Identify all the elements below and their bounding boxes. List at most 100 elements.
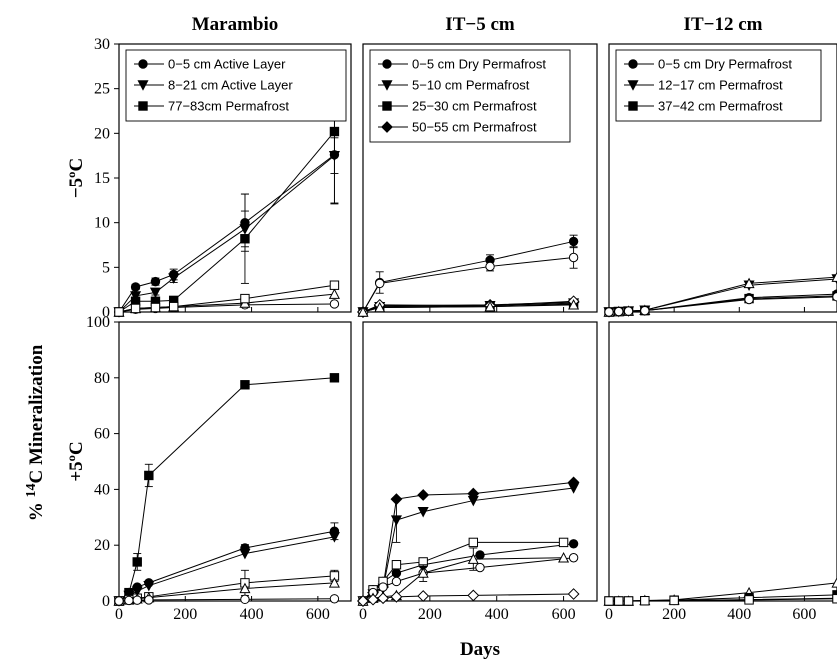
y-axis-label: % 14C Mineralization: [24, 344, 48, 521]
data-point: [367, 593, 379, 606]
data-point: [558, 551, 570, 563]
data-point: [374, 301, 386, 313]
y-tick-label: 25: [94, 81, 110, 98]
data-point: [832, 594, 837, 604]
series-5: [604, 292, 837, 317]
data-point: [329, 299, 340, 309]
data-point: [239, 548, 251, 560]
x-tick-label: 600: [552, 606, 576, 623]
data-point: [329, 126, 340, 137]
series-line: [362, 300, 574, 313]
legend: 0−5 cm Dry Permafrost 5−10 cm Permafrost 2…: [369, 49, 571, 143]
y-tick-label: 20: [94, 537, 110, 554]
data-point: [391, 576, 402, 587]
row-label: +5ºC: [66, 441, 87, 481]
data-point: [417, 507, 429, 518]
data-point: [130, 282, 141, 292]
data-point: [831, 271, 837, 282]
data-point: [744, 595, 754, 605]
plot-frame: [608, 321, 837, 602]
data-point: [328, 577, 340, 588]
x-tick-label: 0: [115, 606, 123, 623]
data-point: [568, 252, 579, 263]
data-point: [744, 294, 754, 305]
y-tick-label: 0: [102, 593, 110, 610]
legend-label: 37−42 cm Permafrost: [658, 99, 783, 114]
data-point: [417, 590, 430, 602]
data-point: [614, 596, 624, 606]
x-tick-label: 0: [605, 606, 613, 623]
legend-label: 8−21 cm Active Layer: [168, 78, 293, 93]
data-point: [150, 302, 161, 313]
panel-4: 0 200 400 600 0 20 40 60 80 100 +5ºC: [66, 314, 352, 623]
series-line: [118, 536, 335, 602]
series-4: [603, 271, 837, 317]
legend-marker: [627, 80, 639, 91]
data-point: [329, 594, 340, 604]
legend-label: 25−30 cm Permafrost: [412, 99, 537, 114]
legend-marker: [382, 101, 392, 111]
y-tick-label: 60: [94, 426, 110, 443]
series-3: [358, 299, 579, 317]
series-line: [362, 257, 574, 313]
series-6: [114, 280, 340, 317]
panel-2: IT−5 cm 0−5 cm Dry Permafrost 5−10 cm Perm…: [357, 14, 598, 318]
x-tick-label: 600: [306, 606, 330, 623]
series-line: [118, 154, 335, 313]
plot-frame: [362, 321, 598, 602]
y-tick-label: 5: [102, 259, 110, 276]
x-tick-label: 0: [359, 606, 367, 623]
data-point: [150, 276, 161, 287]
legend-marker: [628, 59, 638, 69]
data-point: [831, 577, 837, 588]
legend-marker: [382, 59, 392, 69]
data-point: [568, 539, 579, 549]
legend-marker: [137, 80, 149, 91]
data-point: [485, 261, 495, 272]
data-point: [468, 537, 479, 548]
data-point: [743, 277, 755, 289]
data-point: [149, 287, 161, 299]
data-point: [329, 373, 340, 383]
data-point: [240, 293, 250, 304]
legend-label: 5−10 cm Permafrost: [412, 78, 530, 93]
data-point: [640, 305, 650, 316]
panel-1: 0 5 10 15 20 25 30 Marambio −5ºC 0−5 cm Active La…: [66, 14, 352, 321]
data-point: [329, 280, 340, 290]
legend-marker: [138, 101, 148, 111]
panel-5: 0 200 400 600: [357, 321, 598, 623]
series-line: [362, 240, 574, 313]
legend-label: 0−5 cm Dry Permafrost: [412, 57, 546, 72]
series-line: [118, 131, 335, 313]
data-point: [130, 291, 142, 302]
legend-marker: [381, 80, 393, 91]
data-point: [390, 590, 403, 603]
legend: 0−5 cm Active Layer 8−21 cm Active Layer 7…: [125, 49, 347, 122]
series-4: [604, 594, 837, 606]
panel-title: Marambio: [192, 14, 279, 35]
legend-label: 0−5 cm Dry Permafrost: [658, 57, 792, 72]
data-point: [144, 595, 154, 605]
data-point: [832, 292, 837, 302]
data-point: [144, 470, 154, 481]
data-point: [168, 273, 180, 284]
x-tick-label: 400: [727, 606, 751, 623]
y-axis-label-superscript: 14: [24, 484, 39, 498]
series-line: [362, 304, 574, 313]
data-point: [614, 306, 624, 317]
data-point: [604, 307, 614, 317]
x-tick-label: 400: [485, 606, 509, 623]
data-point: [417, 489, 430, 501]
y-tick-label: 10: [94, 215, 110, 232]
legend: 0−5 cm Dry Permafrost 12−17 cm Permafrost…: [615, 49, 822, 122]
data-point: [328, 288, 340, 299]
y-tick-label: 15: [94, 170, 110, 187]
x-axis-label: Days: [460, 639, 500, 660]
x-tick-label: 400: [240, 606, 264, 623]
legend-label: 12−17 cm Permafrost: [658, 78, 783, 93]
data-point: [640, 596, 650, 606]
data-point: [467, 553, 479, 564]
data-point: [132, 557, 142, 567]
y-tick-label: 40: [94, 481, 110, 498]
